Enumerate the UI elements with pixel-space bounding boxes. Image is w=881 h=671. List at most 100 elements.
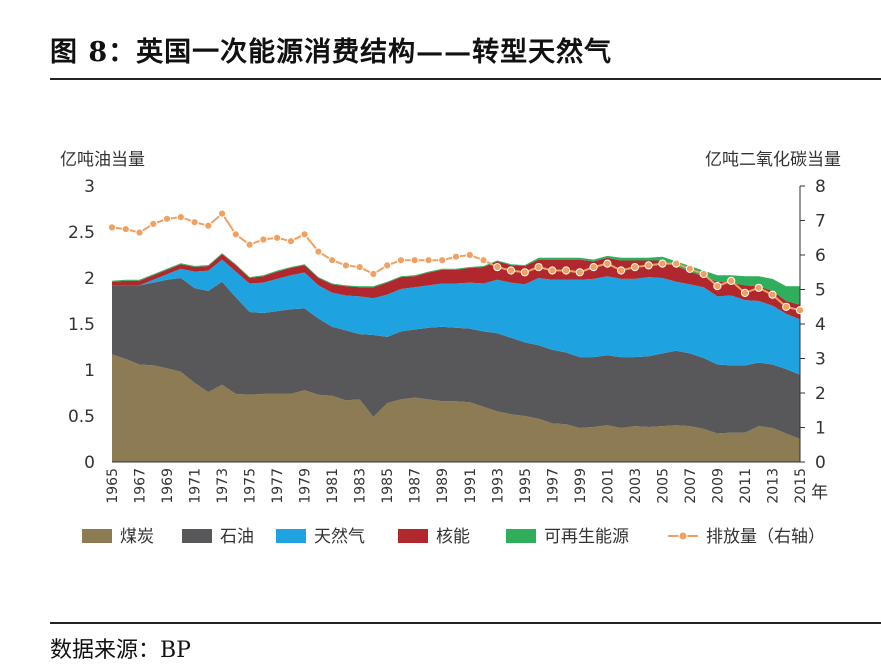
- emission-point: [328, 256, 337, 265]
- emission-point: [782, 302, 791, 311]
- x-tick-label: 1973: [215, 468, 231, 504]
- stacked-area-chart: 0 0.5 1 1.5 2 2.5 3 0 1 2 3 4 5 6 7 8 1965 1967 1969 1971 19…: [60, 150, 841, 547]
- emission-point: [286, 237, 295, 246]
- emission-point: [451, 252, 461, 261]
- emission-point: [617, 266, 626, 275]
- legend-label: 可再生能源: [544, 527, 629, 547]
- x-tick-label: 1995: [518, 468, 534, 504]
- emission-point: [176, 213, 185, 222]
- right-tick-label: 1: [815, 419, 826, 439]
- x-tick-label: 1983: [353, 468, 369, 504]
- figure-title: 图 8：英国一次能源消费结构——转型天然气: [50, 37, 613, 68]
- x-tick-label: 1997: [545, 468, 561, 504]
- right-tick-label: 5: [815, 281, 826, 301]
- area-series-3: [112, 254, 800, 320]
- area-series-0: [112, 354, 800, 462]
- left-tick-label: 2.5: [68, 223, 95, 243]
- emission-point: [754, 283, 763, 292]
- x-tick-label: 2013: [766, 468, 782, 504]
- source-rule: [50, 622, 881, 624]
- emission-point: [314, 247, 323, 256]
- emission-point: [548, 266, 557, 275]
- emission-point: [727, 276, 736, 285]
- x-tick-label: 2009: [710, 468, 726, 504]
- emission-point: [369, 269, 378, 279]
- legend-swatch: [506, 529, 536, 543]
- x-tick-label: 1975: [243, 468, 259, 504]
- legend-label: 核能: [436, 527, 470, 547]
- emission-point: [162, 214, 172, 223]
- emission-point: [672, 259, 681, 268]
- x-tick-label: 1967: [133, 468, 149, 504]
- x-tick-label: 1965: [105, 468, 121, 504]
- emission-point: [603, 259, 612, 268]
- emission-point: [630, 263, 640, 272]
- legend-swatch: [398, 529, 428, 543]
- emission-point: [190, 218, 199, 227]
- emission-point: [383, 261, 392, 270]
- x-tick-label: 1985: [380, 468, 396, 504]
- emission-point: [465, 250, 474, 260]
- right-axis-unit: 亿吨二氧化碳当量: [705, 150, 841, 170]
- x-tick-label: 2011: [738, 468, 754, 504]
- area-series-1: [112, 278, 800, 439]
- x-tick-label: 1999: [573, 468, 589, 504]
- source-note: 数据来源：BP: [50, 638, 191, 663]
- left-tick-label: 3: [84, 177, 95, 197]
- emission-point: [768, 290, 777, 299]
- emission-point: [204, 221, 213, 230]
- legend-label: 排放量（右轴）: [706, 527, 825, 547]
- x-axis-unit: 年: [811, 483, 828, 503]
- emission-point: [410, 256, 419, 265]
- emission-point: [795, 306, 805, 315]
- emission-point: [685, 264, 695, 273]
- emission-point: [121, 225, 130, 234]
- emission-point: [231, 230, 240, 239]
- emission-point: [135, 228, 144, 237]
- x-tick-label: 2005: [655, 468, 671, 504]
- x-tick-label: 2001: [600, 468, 616, 504]
- emission-point: [273, 233, 282, 242]
- x-tick-label: 1991: [463, 468, 479, 504]
- emission-point: [506, 266, 516, 275]
- emission-point: [479, 256, 488, 265]
- legend-swatch-marker: [678, 531, 688, 541]
- legend-label: 煤炭: [120, 527, 154, 547]
- emission-point: [644, 261, 653, 270]
- x-tick-label: 1981: [325, 468, 341, 504]
- legend-swatch: [82, 529, 112, 543]
- right-tick-label: 6: [815, 246, 826, 266]
- legend-swatch: [182, 529, 212, 543]
- left-tick-label: 1.5: [68, 315, 95, 335]
- x-tick-label: 1971: [188, 468, 204, 504]
- emission-point: [424, 256, 433, 265]
- x-tick-label: 1979: [298, 468, 314, 504]
- emission-point: [493, 263, 502, 272]
- right-tick-label: 3: [815, 350, 826, 370]
- emission-point: [699, 269, 708, 279]
- emission-point: [438, 256, 447, 265]
- left-tick-label: 0.5: [68, 407, 95, 427]
- emission-point: [575, 268, 584, 277]
- x-tick-label: 2003: [628, 468, 644, 504]
- emission-point: [355, 263, 364, 272]
- right-tick-label: 2: [815, 384, 826, 404]
- x-tick-label: 2007: [683, 468, 699, 504]
- x-tick-label: 1969: [160, 468, 176, 504]
- x-tick-label: 1993: [490, 468, 506, 504]
- x-tick-label: 1989: [435, 468, 451, 504]
- emission-point: [520, 268, 529, 277]
- right-tick-label: 7: [815, 212, 826, 232]
- emission-point: [740, 288, 750, 297]
- emission-point: [107, 223, 117, 232]
- legend-label: 石油: [220, 527, 254, 547]
- legend-label: 天然气: [314, 527, 365, 547]
- emission-point: [713, 282, 722, 291]
- left-tick-label: 1: [84, 361, 95, 381]
- right-tick-label: 4: [815, 315, 826, 335]
- left-tick-label: 0: [84, 453, 95, 473]
- x-tick-label: 1977: [270, 468, 286, 504]
- left-tick-label: 2: [84, 269, 95, 289]
- title-rule: [50, 78, 881, 80]
- emission-point: [300, 230, 309, 239]
